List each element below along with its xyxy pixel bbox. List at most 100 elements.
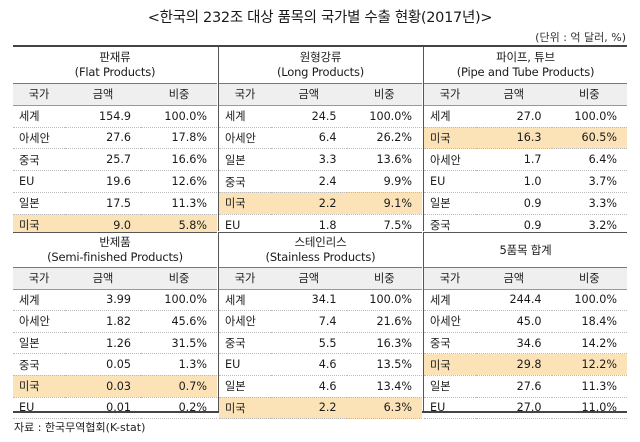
column-header-amount: 금액 — [65, 84, 141, 106]
cell-amount: 0.03 — [65, 375, 141, 398]
cell-share: 21.6% — [346, 310, 422, 333]
panel-title-korean: 반제품 — [99, 235, 131, 249]
column-header-share: 비중 — [346, 84, 422, 106]
table-header-row: 국가 금액 비중 — [219, 268, 422, 290]
source-note: 자료 : 한국무역협회(K-stat) — [14, 421, 146, 434]
cell-country: 세계 — [13, 289, 65, 312]
table-row: 중국 0.05 1.3% — [13, 353, 217, 376]
cell-share: 100.0% — [551, 289, 627, 312]
table-header-row: 국가 금액 비중 — [13, 84, 217, 106]
cell-country: EU — [219, 353, 271, 376]
cell-country: 미국 — [13, 214, 65, 237]
column-header-amount: 금액 — [476, 268, 552, 290]
cell-share: 3.7% — [551, 170, 627, 193]
cell-amount: 19.6 — [65, 170, 141, 193]
table-row: 중국 2.4 9.9% — [219, 170, 422, 193]
cell-share: 100.0% — [141, 289, 217, 312]
column-header-country: 국가 — [424, 268, 476, 290]
table-header-row: 국가 금액 비중 — [219, 84, 422, 106]
column-header-amount: 금액 — [271, 84, 347, 106]
cell-share: 12.6% — [141, 170, 217, 193]
panel-flat-products: 판재류 (Flat Products) 국가 금액 비중 세계 154.9 100.0% 아세안… — [13, 47, 217, 237]
panel-title: 판재류 (Flat Products) — [13, 47, 217, 84]
cell-share: 100.0% — [346, 105, 422, 128]
cell-share: 3.2% — [551, 214, 627, 237]
panel-title: 파이프, 튜브 (Pipe and Tube Products) — [424, 47, 627, 84]
panel-title-english: (Long Products) — [276, 65, 365, 79]
panel-title-english: (Pipe and Tube Products) — [456, 65, 595, 79]
cell-amount: 7.4 — [271, 310, 347, 333]
cell-share: 45.6% — [141, 310, 217, 333]
cell-share: 0.7% — [141, 375, 217, 398]
cell-amount: 9.0 — [65, 214, 141, 237]
cell-amount: 16.3 — [476, 127, 552, 150]
column-header-country: 국가 — [219, 84, 271, 106]
column-header-amount: 금액 — [65, 268, 141, 290]
cell-country: 일본 — [424, 192, 476, 215]
cell-amount: 24.5 — [271, 105, 347, 128]
table-row: EU 1.0 3.7% — [424, 170, 627, 193]
table-row: 일본 4.6 13.4% — [219, 375, 422, 398]
column-header-country: 국가 — [424, 84, 476, 106]
cell-share: 18.4% — [551, 310, 627, 333]
cell-country: 아세안 — [13, 127, 65, 150]
cell-amount: 27.6 — [65, 127, 141, 150]
cell-share: 60.5% — [551, 127, 627, 150]
panel-title-korean: 원형강류 — [299, 50, 342, 64]
cell-country: 아세안 — [219, 310, 271, 333]
panel-title-korean: 5품목 합계 — [499, 242, 552, 257]
panel-title-english: (Stainless Products) — [265, 250, 376, 264]
table-row: 일본 1.26 31.5% — [13, 332, 217, 355]
table-row: 아세안 7.4 21.6% — [219, 310, 422, 333]
cell-country: 미국 — [219, 192, 271, 215]
export-table: 국가 금액 비중 세계 3.99 100.0% 아세안 1.82 45.6% 일본 1.26 31.5… — [13, 268, 217, 420]
table-row: EU 4.6 13.5% — [219, 353, 422, 376]
cell-share: 0.2% — [141, 397, 217, 420]
cell-share: 31.5% — [141, 332, 217, 355]
cell-amount: 1.7 — [476, 148, 552, 172]
cell-share: 13.4% — [346, 375, 422, 398]
cell-share: 6.4% — [551, 148, 627, 172]
cell-share: 16.6% — [141, 148, 217, 172]
cell-country: 중국 — [219, 170, 271, 193]
table-row: 중국 5.5 16.3% — [219, 332, 422, 355]
cell-amount: 3.3 — [271, 148, 347, 172]
table-row: 일본 27.6 11.3% — [424, 375, 627, 398]
cell-country: 중국 — [13, 353, 65, 376]
cell-amount: 4.6 — [271, 353, 347, 376]
table-row: 미국 16.3 60.5% — [424, 127, 627, 150]
cell-country: 일본 — [13, 332, 65, 355]
column-header-country: 국가 — [13, 268, 65, 290]
table-row: 세계 24.5 100.0% — [219, 105, 422, 128]
table-row: 일본 0.9 3.3% — [424, 192, 627, 215]
table-row: 세계 34.1 100.0% — [219, 289, 422, 312]
cell-share: 6.3% — [346, 397, 422, 420]
page-title: <한국의 232조 대상 품목의 국가별 수출 현황(2017년)> — [147, 10, 493, 26]
cell-share: 12.2% — [551, 353, 627, 376]
cell-amount: 27.0 — [476, 105, 552, 128]
column-header-country: 국가 — [219, 268, 271, 290]
table-row: 일본 3.3 13.6% — [219, 148, 422, 172]
cell-country: EU — [13, 170, 65, 193]
cell-share: 3.3% — [551, 192, 627, 215]
cell-amount: 0.01 — [65, 397, 141, 420]
cell-share: 9.1% — [346, 192, 422, 215]
cell-amount: 2.4 — [271, 170, 347, 193]
column-header-share: 비중 — [551, 268, 627, 290]
table-row: 미국 0.03 0.7% — [13, 375, 217, 398]
cell-share: 11.0% — [551, 397, 627, 420]
cell-country: EU — [424, 397, 476, 420]
cell-country: 중국 — [424, 332, 476, 355]
cell-share: 17.8% — [141, 127, 217, 150]
cell-amount: 244.4 — [476, 289, 552, 312]
cell-country: 세계 — [424, 105, 476, 128]
cell-amount: 5.5 — [271, 332, 347, 355]
panel-title-english: (Flat Products) — [74, 65, 156, 79]
cell-share: 14.2% — [551, 332, 627, 355]
column-header-country: 국가 — [13, 84, 65, 106]
cell-amount: 1.82 — [65, 310, 141, 333]
cell-country: 세계 — [13, 105, 65, 128]
cell-share: 26.2% — [346, 127, 422, 150]
panel-title-english: (Semi-finished Products) — [47, 250, 183, 264]
panel-title: 원형강류 (Long Products) — [219, 47, 422, 84]
